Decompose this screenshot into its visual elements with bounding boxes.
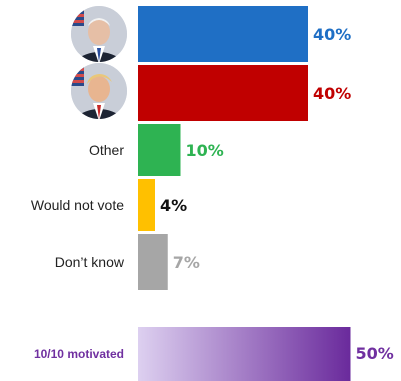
category-label-3: Would not vote (31, 197, 124, 213)
motivation-label: 10/10 motivated (34, 347, 124, 361)
bar-2 (138, 124, 181, 176)
bar-4 (138, 234, 168, 290)
value-label-1: 40% (313, 84, 351, 103)
value-label-3: 4% (160, 196, 187, 215)
motivation-value-label: 50% (356, 344, 394, 363)
bar-0 (138, 6, 308, 62)
category-label-2: Other (89, 142, 124, 158)
value-label-2: 10% (186, 141, 224, 160)
motivation-bar (138, 327, 351, 381)
bar-3 (138, 179, 155, 231)
category-label-4: Don’t know (55, 254, 125, 270)
bars-group (138, 6, 308, 290)
candidate-portrait-red (71, 63, 127, 119)
value-label-4: 7% (173, 253, 200, 272)
value-labels-group: 40% 40% 10% 4% 7% (160, 25, 351, 272)
candidate-portrait-blue (71, 6, 127, 62)
category-labels-group: Other Would not vote Don’t know (31, 142, 125, 270)
bar-1 (138, 65, 308, 121)
value-label-0: 40% (313, 25, 351, 44)
